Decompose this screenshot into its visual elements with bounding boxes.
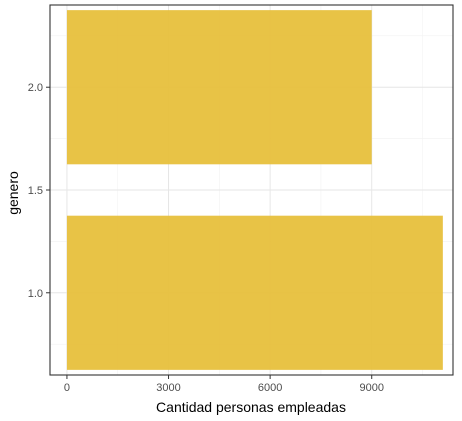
y-axis-title: genero [5, 171, 21, 215]
y-tick-label: 1.0 [28, 288, 43, 300]
bar [66, 10, 372, 165]
x-tick-label: 3000 [156, 382, 180, 394]
x-axis-title: Cantidad personas empleadas [156, 399, 346, 415]
x-tick-label: 9000 [359, 382, 383, 394]
y-tick-label: 2.0 [28, 82, 43, 94]
bars [66, 10, 443, 370]
x-tick-label: 0 [64, 382, 70, 394]
bar [66, 215, 443, 370]
x-tick-label: 6000 [258, 382, 282, 394]
y-tick-label: 1.5 [28, 185, 43, 197]
